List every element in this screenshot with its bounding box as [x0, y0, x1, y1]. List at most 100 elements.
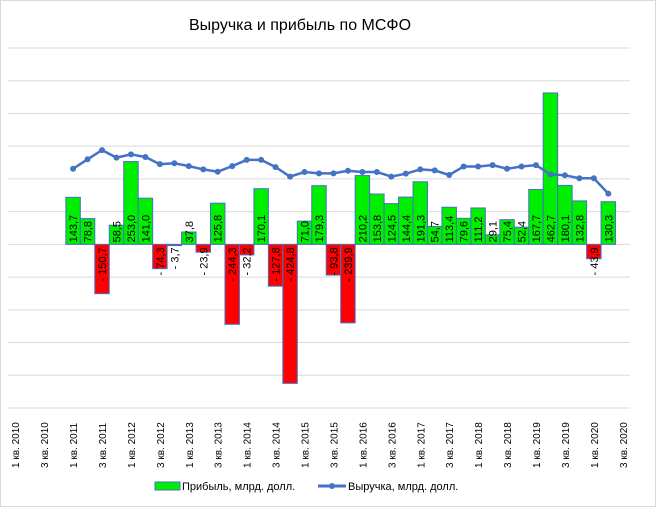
revenue-point: [287, 173, 294, 180]
x-tick-label: 1 кв. 2013: [185, 422, 196, 468]
bar-data-label: 170,1: [256, 215, 268, 243]
profit-bar: [586, 243, 602, 260]
bar-data-label: 153,8: [372, 215, 384, 243]
profit-bar: [94, 243, 110, 295]
bar-data-label: 79,6: [459, 221, 471, 242]
revenue-point: [489, 162, 496, 169]
x-tick-label: 3 кв. 2016: [387, 422, 398, 468]
revenue-point: [475, 163, 482, 170]
profit-bars: [65, 92, 617, 384]
bar-data-label: 167,7: [531, 215, 543, 243]
bar-data-label: 253,0: [126, 215, 138, 243]
x-tick-label: 1 кв. 2016: [358, 422, 369, 468]
bar-data-label: - 74,3: [155, 247, 167, 275]
bar-data-label: - 127,8: [271, 247, 283, 281]
x-tick-label: 1 кв. 2020: [590, 422, 601, 468]
bar-data-label: 75,4: [502, 221, 514, 242]
profit-bar: [282, 243, 298, 384]
bar-data-label: - 424,8: [285, 247, 297, 281]
x-tick-label: 1 кв. 2014: [243, 422, 254, 468]
profit-bar: [340, 243, 356, 324]
revenue-point: [316, 170, 322, 177]
profit-bar: [412, 181, 428, 245]
profit-bar: [600, 201, 617, 245]
revenue-point: [70, 165, 77, 172]
x-tick-label: 3 кв. 2011: [98, 422, 109, 468]
revenue-point: [373, 169, 380, 176]
revenue-point: [156, 161, 163, 168]
revenue-point: [446, 171, 453, 178]
legend-revenue-label: Выручка, млрд. долл.: [348, 481, 458, 493]
bar-data-label: 144,4: [401, 215, 413, 243]
revenue-point: [113, 154, 120, 161]
bar-data-label: 125,8: [213, 215, 225, 243]
bar-data-label: 462,7: [545, 215, 557, 243]
legend: Прибыль, млрд. долл. Выручка, млрд. долл…: [154, 481, 458, 493]
revenue-point: [330, 170, 337, 177]
profit-bar: [311, 185, 327, 245]
bar-data-label: 71,0: [300, 221, 312, 242]
bar-data-label: 141,0: [140, 215, 152, 243]
revenue-point: [359, 169, 366, 176]
revenue-point: [576, 175, 583, 182]
bar-data-label: 132,8: [574, 215, 586, 243]
bar-data-label: - 3,7: [169, 247, 181, 269]
bar-data-label: 130,3: [603, 215, 615, 243]
bar-data-label: 78,8: [83, 221, 95, 242]
bar-data-label: - 23,9: [198, 247, 210, 275]
bar-data-label: 179,3: [314, 215, 326, 243]
x-tick-label: 1 кв. 2018: [474, 422, 485, 468]
revenue-point: [272, 164, 279, 171]
x-tick-label: 3 кв. 2018: [503, 422, 514, 468]
bar-data-label: 113,4: [444, 216, 456, 243]
bar-data-label: - 43,9: [589, 247, 601, 275]
bar-data-label: - 244,3: [227, 247, 239, 281]
profit-bar: [137, 197, 154, 245]
revenue-line: [70, 147, 612, 197]
x-tick-label: 3 кв. 2010: [40, 422, 51, 468]
x-tick-label: 1 кв. 2019: [532, 422, 543, 468]
profit-bar: [152, 243, 168, 270]
revenue-point: [561, 172, 568, 179]
x-tick-label: 3 кв. 2013: [214, 422, 225, 468]
revenue-point: [590, 175, 597, 182]
bar-data-label: - 32,2: [242, 247, 254, 275]
bar-data-label: - 239,9: [343, 247, 355, 281]
bar-data-label: 210,2: [357, 215, 369, 243]
bar-data-label: 143,7: [68, 215, 80, 243]
x-tick-label: 1 кв. 2012: [127, 422, 138, 468]
revenue-point: [532, 162, 539, 169]
x-tick-label: 3 кв. 2015: [329, 422, 340, 468]
revenue-point: [417, 166, 424, 173]
revenue-point: [301, 169, 308, 176]
legend-profit-label: Прибыль, млрд. долл.: [182, 481, 295, 493]
bar-data-label: 29,1: [488, 221, 500, 242]
profit-bar: [224, 243, 240, 325]
revenue-point: [214, 168, 221, 175]
profit-bar: [79, 218, 96, 245]
revenue-point: [99, 147, 106, 154]
x-tick-label: 3 кв. 2014: [272, 422, 283, 468]
profit-bar: [166, 243, 183, 247]
data-labels: 143,7 78,8- 150,758,5 253,0 141,0- 74,3- 3,…: [68, 215, 615, 282]
revenue-point: [344, 167, 351, 174]
revenue-point: [431, 167, 438, 174]
profit-bar: [181, 231, 197, 245]
revenue-point: [402, 170, 409, 177]
x-axis-tick-labels: 1 кв. 2010 3 кв. 2010 1 кв. 2011 3 кв. 2011…: [11, 422, 630, 468]
revenue-point: [605, 190, 612, 197]
profit-bar: [238, 243, 255, 256]
revenue-point: [388, 173, 395, 180]
bar-data-label: 37,8: [184, 221, 196, 242]
revenue-point: [547, 171, 554, 178]
profit-bar: [210, 202, 226, 245]
x-tick-label: 1 кв. 2011: [69, 422, 80, 468]
legend-profit-swatch: [154, 481, 181, 491]
bar-data-label: - 93,8: [328, 247, 340, 275]
revenue-point: [142, 153, 149, 160]
x-tick-label: 3 кв. 2012: [156, 422, 167, 468]
chart-title: Выручка и прибыль по МСФО: [189, 17, 411, 34]
bar-data-label: 52,4: [517, 221, 529, 242]
x-tick-label: 3 кв. 2020: [619, 422, 630, 468]
